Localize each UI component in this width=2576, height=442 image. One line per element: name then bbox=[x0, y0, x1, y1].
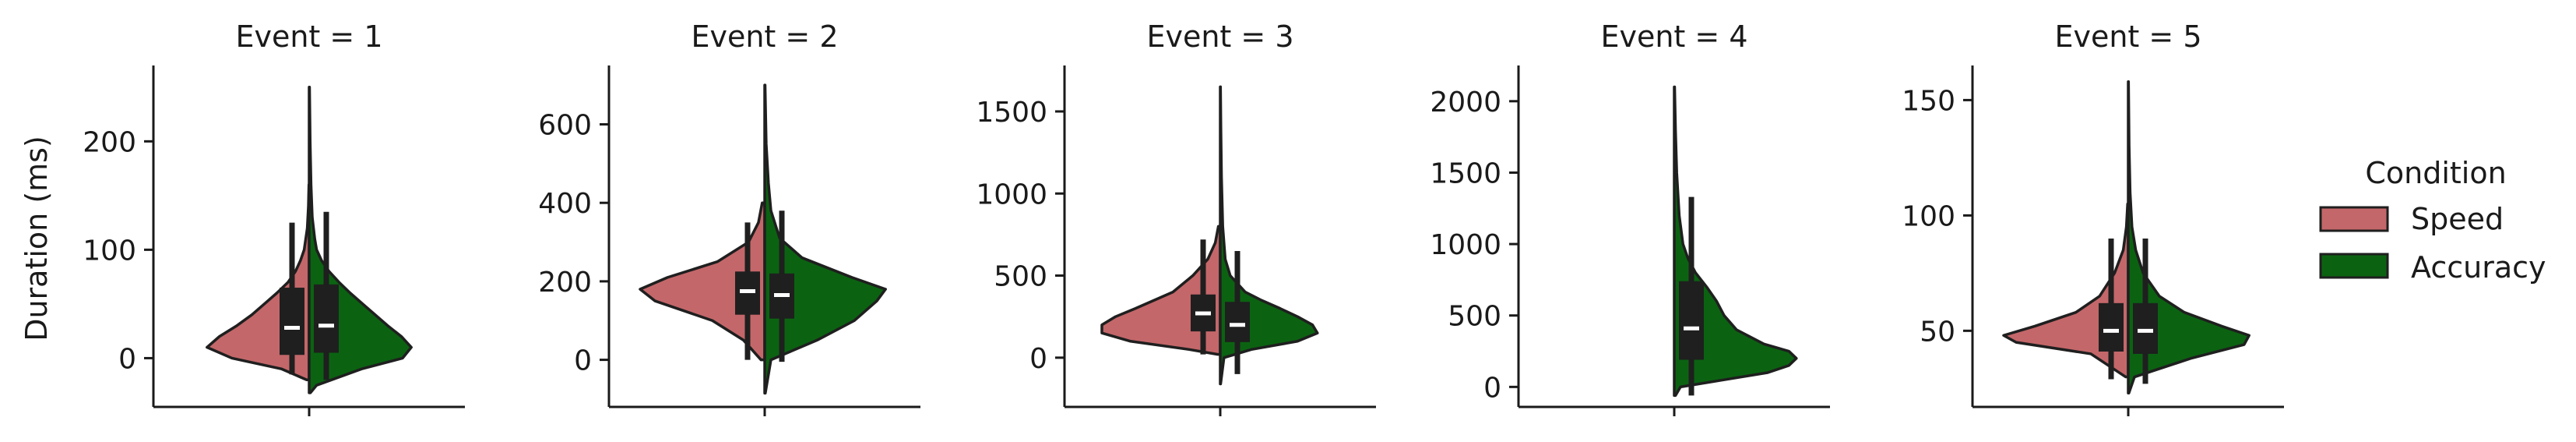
y-tick-label: 150 bbox=[1902, 85, 1955, 117]
y-tick-label: 2000 bbox=[1430, 87, 1501, 118]
panel-2: Event = 2 0 200 400 600 bbox=[538, 19, 920, 416]
panel-title: Event = 1 bbox=[235, 19, 382, 54]
panel-5: Event = 5 50 100 150 bbox=[1902, 19, 2284, 416]
panel-4: Event = 4 0 500 1000 1500 2000 bbox=[1430, 19, 1830, 416]
iqr-box-accuracy-event-4 bbox=[1679, 281, 1704, 360]
panel-1: Event = 1 0 100 200 bbox=[83, 19, 465, 416]
y-tick-label: 400 bbox=[538, 188, 592, 220]
panel-title: Event = 2 bbox=[691, 19, 838, 54]
legend-label-accuracy: Accuracy bbox=[2411, 250, 2546, 285]
y-tick-label: 1000 bbox=[976, 179, 1047, 210]
iqr-box-speed-event-2 bbox=[735, 271, 760, 315]
panel-title: Event = 5 bbox=[2054, 19, 2201, 54]
y-tick-label: 200 bbox=[83, 126, 136, 158]
y-tick-label: 0 bbox=[1029, 343, 1047, 375]
y-tick-label: 500 bbox=[1448, 301, 1501, 333]
y-tick-label: 50 bbox=[1920, 316, 1955, 348]
legend-title: Condition bbox=[2365, 156, 2506, 190]
violin-accuracy-event-2 bbox=[763, 83, 887, 395]
y-tick-label: 500 bbox=[994, 261, 1047, 293]
legend-swatch-speed bbox=[2319, 206, 2389, 232]
y-axis-label: Duration (ms) bbox=[19, 136, 54, 341]
y-tick-label: 1500 bbox=[1430, 157, 1501, 189]
iqr-box-accuracy-event-5 bbox=[2133, 302, 2158, 354]
legend-swatch-accuracy bbox=[2319, 253, 2389, 279]
panel-title: Event = 3 bbox=[1146, 19, 1293, 54]
y-tick-label: 100 bbox=[83, 235, 136, 267]
iqr-box-accuracy-event-3 bbox=[1225, 302, 1250, 342]
iqr-box-speed-event-5 bbox=[2099, 302, 2124, 352]
legend[interactable]: Condition Speed Accuracy bbox=[2319, 156, 2546, 285]
y-tick-label: 200 bbox=[538, 267, 592, 299]
iqr-box-speed-event-1 bbox=[280, 288, 304, 355]
y-tick-label: 0 bbox=[118, 343, 136, 375]
y-tick-label: 1000 bbox=[1430, 229, 1501, 261]
y-tick-label: 0 bbox=[1483, 372, 1501, 404]
legend-label-speed: Speed bbox=[2411, 202, 2504, 236]
y-tick-label: 1500 bbox=[976, 97, 1047, 129]
violin-speed-event-2 bbox=[639, 201, 766, 362]
violin-accuracy-event-5 bbox=[2127, 80, 2250, 394]
panel-title: Event = 4 bbox=[1600, 19, 1747, 54]
y-tick-label: 100 bbox=[1902, 200, 1955, 232]
violin-accuracy-event-4 bbox=[1673, 85, 1798, 398]
y-tick-label: 0 bbox=[574, 345, 592, 377]
y-tick-label: 600 bbox=[538, 110, 592, 142]
panel-3: Event = 3 0 500 1000 1500 bbox=[976, 19, 1376, 416]
iqr-box-accuracy-event-1 bbox=[314, 284, 339, 353]
